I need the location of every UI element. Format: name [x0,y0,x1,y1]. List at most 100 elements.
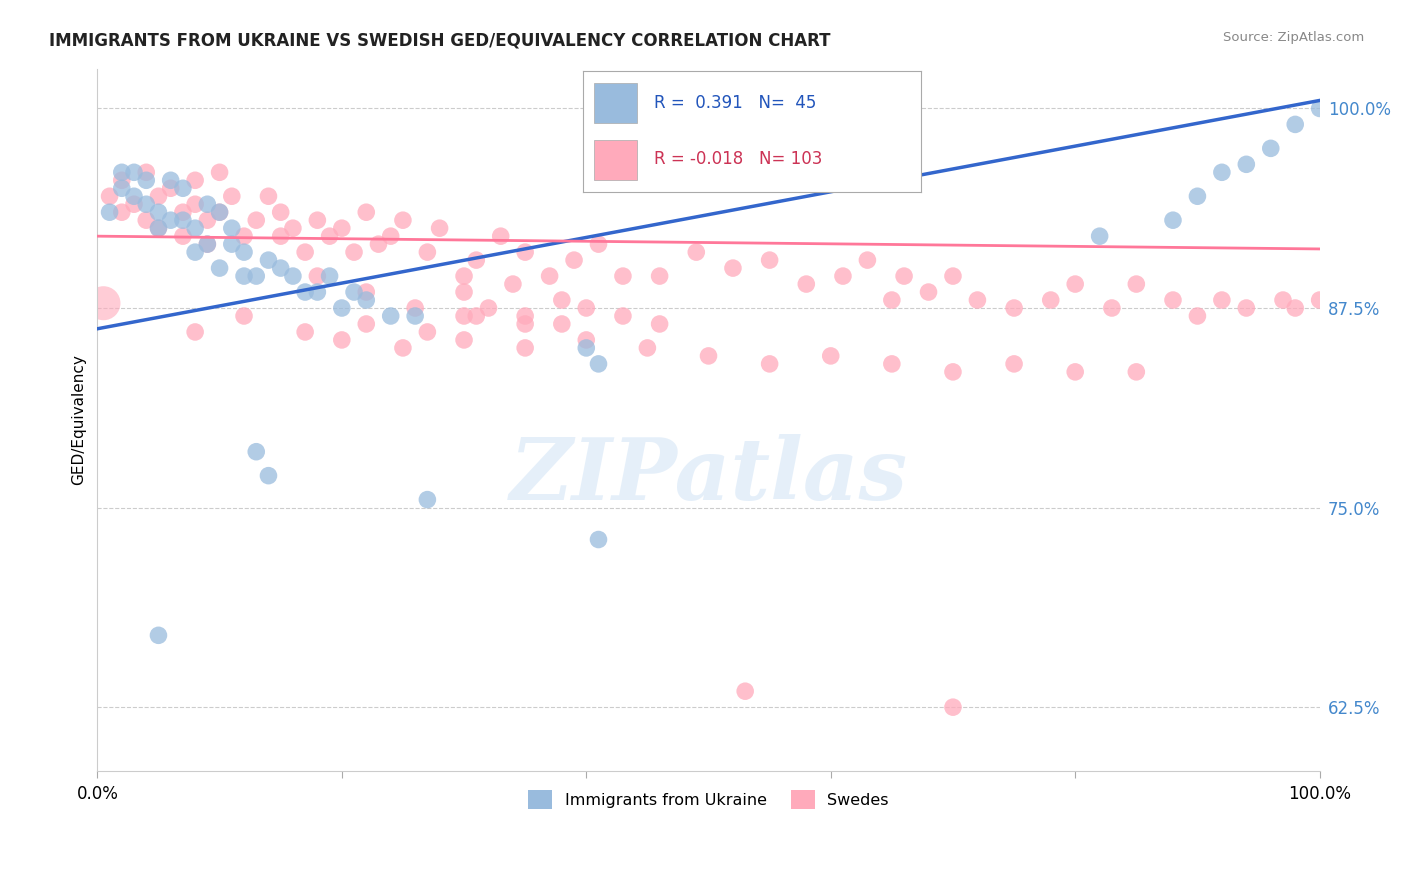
Point [245,269,267,284]
Point [184,221,207,235]
Point [148,189,170,203]
Point [416,492,439,507]
Point [392,213,415,227]
Point [270,261,292,276]
Point [281,269,304,284]
Point [917,285,939,299]
Point [281,221,304,235]
Point [562,253,585,268]
Point [453,285,475,299]
Point [122,197,145,211]
Point [551,317,574,331]
Y-axis label: GED/Equivalency: GED/Equivalency [72,354,86,485]
Point [551,293,574,307]
Point [404,301,426,315]
Point [1002,357,1025,371]
Point [832,269,855,284]
Point [734,684,756,698]
Point [1234,157,1257,171]
Point [893,269,915,284]
Point [270,229,292,244]
Point [794,277,817,291]
Point [111,165,134,179]
Point [612,309,634,323]
Legend: Immigrants from Ukraine, Swedes: Immigrants from Ukraine, Swedes [522,783,896,816]
Point [367,237,389,252]
Point [1161,293,1184,307]
Point [122,165,145,179]
Point [416,245,439,260]
Point [221,189,243,203]
Point [343,245,366,260]
Point [135,213,157,227]
Point [148,628,170,642]
Point [515,309,537,323]
Point [98,189,121,203]
Point [1064,277,1087,291]
Point [1211,165,1233,179]
Bar [593,140,637,179]
Point [612,269,634,284]
Point [98,205,121,219]
Point [416,325,439,339]
Point [1161,213,1184,227]
Point [1260,141,1282,155]
Point [575,301,598,315]
Point [122,189,145,203]
Bar [593,83,637,123]
Point [636,341,658,355]
Point [233,229,256,244]
Point [588,237,610,252]
Point [135,197,157,211]
Point [942,269,965,284]
Point [856,253,879,268]
Point [515,341,537,355]
Point [721,261,744,276]
Point [148,205,170,219]
Point [257,253,280,268]
Point [1284,301,1306,315]
Point [880,357,903,371]
Point [184,173,207,187]
Point [159,181,181,195]
Point [257,189,280,203]
Point [318,269,340,284]
Point [380,229,402,244]
Text: R = -0.018   N= 103: R = -0.018 N= 103 [654,150,823,168]
Point [330,333,353,347]
Point [588,357,610,371]
Point [233,245,256,260]
Point [1309,102,1331,116]
Point [172,205,194,219]
Point [648,317,671,331]
Point [294,325,316,339]
Point [208,165,231,179]
Point [354,285,377,299]
Point [221,221,243,235]
Point [233,269,256,284]
Point [195,197,218,211]
Text: Source: ZipAtlas.com: Source: ZipAtlas.com [1223,31,1364,45]
Point [135,173,157,187]
Point [465,309,488,323]
Point [294,285,316,299]
Point [648,269,671,284]
Point [1088,229,1111,244]
Point [159,173,181,187]
Point [489,229,512,244]
Point [148,221,170,235]
Point [1039,293,1062,307]
Point [942,365,965,379]
Point [330,221,353,235]
Point [380,309,402,323]
Point [1125,365,1147,379]
Point [1272,293,1295,307]
Point [184,245,207,260]
Point [257,468,280,483]
Point [159,213,181,227]
Point [195,237,218,252]
Point [294,245,316,260]
Point [172,213,194,227]
Point [453,309,475,323]
Point [1309,293,1331,307]
